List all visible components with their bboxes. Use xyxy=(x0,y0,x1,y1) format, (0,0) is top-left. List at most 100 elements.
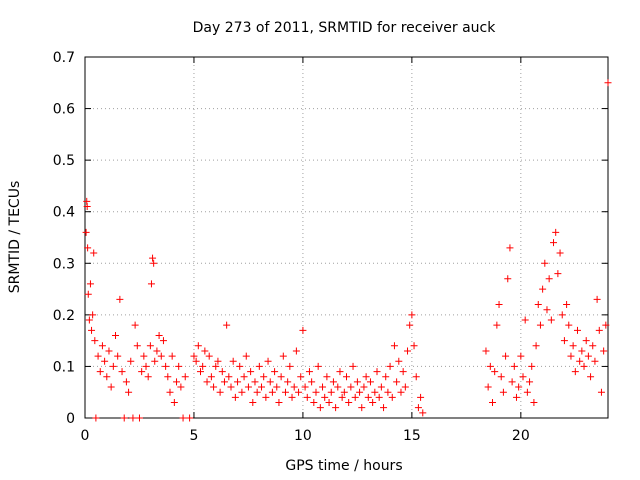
data-point xyxy=(486,362,494,370)
data-point xyxy=(90,249,98,257)
data-point xyxy=(255,362,263,370)
x-tick-label: 0 xyxy=(81,428,90,444)
data-point xyxy=(127,357,135,365)
data-point xyxy=(196,368,204,376)
data-point xyxy=(323,373,331,381)
data-point xyxy=(277,373,285,381)
data-point xyxy=(358,404,366,412)
data-point xyxy=(545,275,553,283)
data-point xyxy=(140,352,148,360)
data-point xyxy=(135,414,143,422)
data-point xyxy=(336,368,344,376)
data-point xyxy=(314,362,322,370)
data-point xyxy=(170,399,178,407)
data-point xyxy=(84,244,92,252)
data-point xyxy=(393,378,401,386)
data-point xyxy=(552,228,560,236)
data-point xyxy=(192,357,200,365)
data-point xyxy=(168,352,176,360)
data-point xyxy=(600,347,608,355)
data-point xyxy=(550,239,558,247)
y-tick-label: 0.5 xyxy=(53,153,75,169)
data-point xyxy=(508,378,516,386)
data-point xyxy=(528,362,536,370)
data-point xyxy=(103,373,111,381)
data-point xyxy=(377,383,385,391)
data-point xyxy=(109,362,117,370)
data-point xyxy=(155,331,163,339)
data-point xyxy=(580,362,588,370)
data-point xyxy=(382,373,390,381)
data-point xyxy=(345,399,353,407)
data-point xyxy=(173,378,181,386)
data-point xyxy=(519,373,527,381)
data-point xyxy=(244,383,252,391)
y-tick-label: 0.3 xyxy=(53,256,75,272)
data-point xyxy=(338,393,346,401)
data-point xyxy=(547,316,555,324)
data-point xyxy=(260,373,268,381)
data-point xyxy=(558,311,566,319)
data-point xyxy=(303,393,311,401)
data-point xyxy=(125,388,133,396)
data-point xyxy=(491,368,499,376)
data-point xyxy=(343,373,350,381)
data-point xyxy=(493,321,501,329)
data-point xyxy=(502,352,510,360)
data-point xyxy=(582,337,590,345)
data-point xyxy=(578,347,586,355)
x-tick-label: 10 xyxy=(294,428,312,444)
data-point xyxy=(295,388,303,396)
data-point xyxy=(340,388,348,396)
data-point xyxy=(512,393,520,401)
data-point xyxy=(279,352,287,360)
data-point xyxy=(536,321,544,329)
data-point xyxy=(107,383,115,391)
y-axis-label: SRMTID / TECUs xyxy=(7,181,23,294)
data-point xyxy=(227,383,235,391)
data-point xyxy=(554,270,562,278)
data-point xyxy=(360,383,368,391)
data-point xyxy=(253,388,261,396)
data-point xyxy=(589,342,597,350)
data-point xyxy=(332,404,340,412)
data-point xyxy=(225,373,233,381)
data-point xyxy=(384,388,392,396)
data-point xyxy=(86,280,94,288)
data-point xyxy=(153,347,161,355)
data-point xyxy=(301,383,309,391)
data-point xyxy=(482,347,490,355)
data-point xyxy=(150,259,158,267)
data-point xyxy=(539,285,547,293)
data-point xyxy=(397,388,405,396)
data-point xyxy=(91,337,99,345)
data-point xyxy=(251,378,259,386)
data-point xyxy=(319,383,327,391)
data-point xyxy=(273,383,281,391)
x-axis-label: GPS time / hours xyxy=(285,458,402,474)
data-point xyxy=(515,383,523,391)
data-point xyxy=(92,414,100,422)
data-point xyxy=(584,352,592,360)
y-tick-label: 0.4 xyxy=(53,205,75,221)
data-point xyxy=(530,399,538,407)
data-point xyxy=(281,388,289,396)
data-point xyxy=(366,378,374,386)
data-point xyxy=(597,388,605,396)
data-points xyxy=(82,79,612,422)
data-point xyxy=(120,414,128,422)
y-tick-label: 0.2 xyxy=(53,308,75,324)
data-point xyxy=(231,393,239,401)
data-point xyxy=(395,357,403,365)
plot-frame xyxy=(84,56,609,419)
data-point xyxy=(101,357,109,365)
data-point xyxy=(569,342,577,350)
data-point xyxy=(190,352,198,360)
data-point xyxy=(94,352,102,360)
data-point xyxy=(157,352,165,360)
data-point xyxy=(364,393,372,401)
data-point xyxy=(262,393,270,401)
data-point xyxy=(249,399,257,407)
data-point xyxy=(560,337,568,345)
